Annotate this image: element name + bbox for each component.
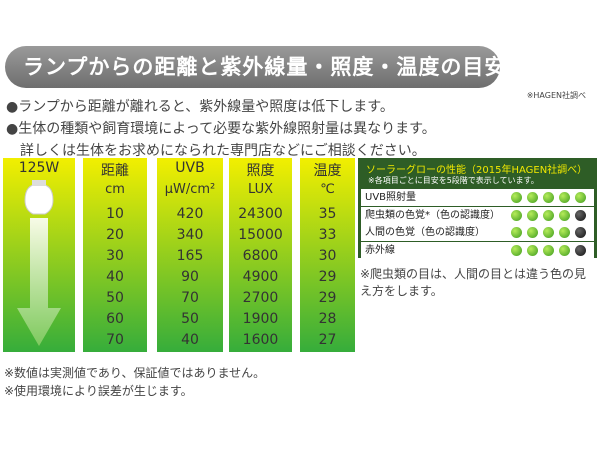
- rating-dot: [511, 192, 522, 203]
- lamp-label: 125W: [18, 160, 60, 176]
- rating-dot: [543, 227, 554, 238]
- rating-dot: [527, 244, 538, 256]
- table-value: 2700: [242, 290, 279, 306]
- column-unit: μW/cm²: [164, 182, 216, 197]
- rating-dot: [575, 209, 586, 221]
- table-value: 90: [181, 269, 199, 285]
- table-value: 28: [318, 311, 337, 327]
- title: ランプからの距離と紫外線量・照度・温度の目安: [5, 46, 505, 88]
- rating-dot: [559, 244, 570, 256]
- rating-dot: [511, 244, 522, 256]
- rating-row: 赤外線: [361, 241, 594, 259]
- column-header: UVB: [175, 160, 205, 176]
- table-value: 60: [106, 311, 124, 327]
- rating-dot: [575, 244, 586, 256]
- table-value: 24300: [238, 206, 283, 222]
- table-value: 40: [181, 332, 199, 348]
- column-header: 照度: [246, 163, 275, 179]
- source: ※HAGEN社調べ: [526, 91, 586, 100]
- rating-subtitle: ※各項目ごとに目安を5段階で表示しています。: [368, 176, 539, 185]
- rating-dot: [543, 244, 554, 256]
- rating-dot: [527, 227, 538, 238]
- table-value: 30: [106, 248, 124, 264]
- table-value: 50: [106, 290, 124, 306]
- lamp-icon: [17, 180, 61, 346]
- table-value: 70: [181, 290, 199, 306]
- rating-label: 爬虫類の色覚*（色の認識度）: [365, 209, 500, 221]
- rating-panel: ソーラーグローの性能（2015年HAGEN社調べ） ※各項目ごとに目安を5段階で表…: [358, 158, 597, 259]
- rating-dot: [511, 227, 522, 238]
- table-value: 50: [181, 311, 199, 327]
- table-value: 29: [318, 269, 337, 285]
- table-value: 70: [106, 332, 124, 348]
- rating-dot: [575, 227, 586, 238]
- table-value: 15000: [238, 227, 283, 243]
- bullet: ●ランプから距離が離れると、紫外線量や照度は低下します。: [6, 99, 394, 115]
- table-value: 40: [106, 269, 124, 285]
- rating-row: 人間の色覚（色の認識度）: [361, 224, 594, 241]
- table-value: 30: [318, 248, 337, 264]
- table-value: 340: [176, 227, 204, 243]
- table-value: 1900: [242, 311, 279, 327]
- rating-label: 赤外線: [365, 244, 395, 256]
- table-value: 420: [176, 206, 204, 222]
- table-column: 温度 ℃ 35 33 30 29 29 28 27: [300, 158, 355, 352]
- rating-row: 爬虫類の色覚*（色の認識度）: [361, 206, 594, 224]
- rating-dot: [575, 192, 586, 203]
- rating-title: ソーラーグローの性能（2015年HAGEN社調べ）: [366, 165, 588, 176]
- table-value: 33: [318, 227, 337, 243]
- rating-label: 人間の色覚（色の認識度）: [365, 227, 485, 238]
- rating-dot: [559, 209, 570, 221]
- rating-dot: [559, 227, 570, 238]
- rating-dot: [511, 209, 522, 221]
- footnote: ※使用環境により誤差が生じます。: [4, 384, 193, 398]
- column-unit: LUX: [247, 182, 274, 197]
- table-value: 35: [318, 206, 337, 222]
- table-column: 照度 LUX 24300 15000 6800 4900 2700 1900 1600: [229, 158, 292, 352]
- table-value: 1600: [242, 332, 279, 348]
- table-value: 4900: [242, 269, 279, 285]
- footnote: ※数値は実測値であり、保証値ではありません。: [4, 366, 266, 380]
- table-value: 27: [318, 332, 337, 348]
- column-unit: cm: [105, 182, 125, 197]
- lamp-column: 125W: [3, 158, 75, 352]
- rating-dot: [543, 209, 554, 221]
- rating-label: UVB照射量: [365, 192, 417, 203]
- rating-row: UVB照射量: [361, 189, 594, 206]
- column-header: 温度: [313, 163, 342, 179]
- table-column: 距離 cm 10 20 30 40 50 60 70: [83, 158, 147, 352]
- table-value: 20: [106, 227, 124, 243]
- table-value: 10: [106, 206, 124, 222]
- rating-dot: [527, 192, 538, 203]
- table-value: 165: [176, 248, 204, 264]
- column-header: 距離: [101, 163, 129, 179]
- table-value: 6800: [242, 248, 279, 264]
- column-unit: ℃: [320, 182, 335, 197]
- table-column: UVB μW/cm² 420 340 165 90 70 50 40: [157, 158, 223, 352]
- table-value: 29: [318, 290, 337, 306]
- bullet: 詳しくは生体をお求めになられた専門店などにご相談ください。: [20, 143, 426, 159]
- rating-note: ※爬虫類の目は、人間の目とは違う色の見え方をします。: [360, 267, 587, 298]
- rating-dot: [543, 192, 554, 203]
- bullet: ●生体の種類や飼育環境によって必要な紫外線照射量は異なります。: [6, 121, 436, 137]
- rating-dot: [527, 209, 538, 221]
- rating-dot: [559, 192, 570, 203]
